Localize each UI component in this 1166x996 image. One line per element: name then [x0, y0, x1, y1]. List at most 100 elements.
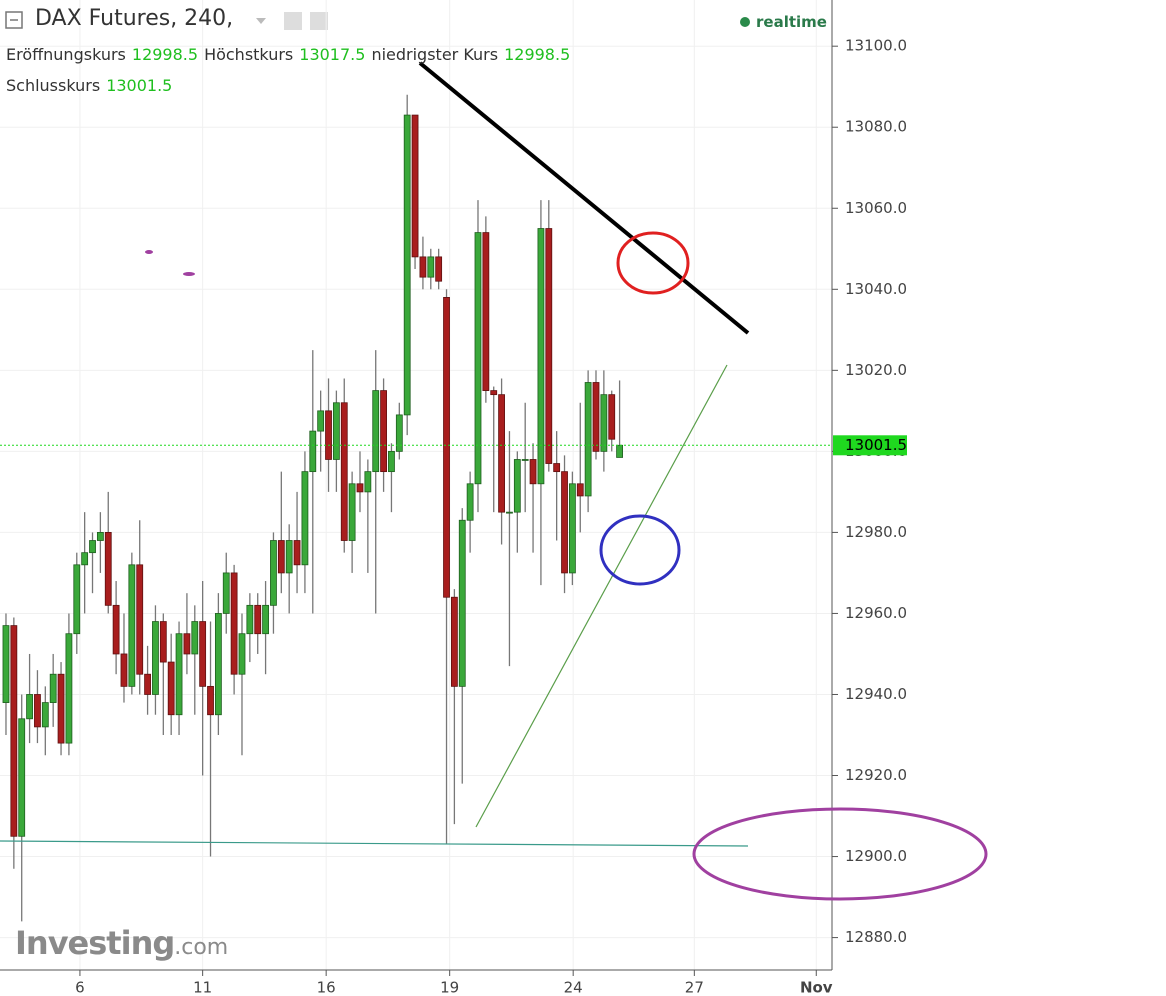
candle-body [427, 256, 435, 278]
candle-body [395, 414, 403, 452]
candle-body [199, 621, 207, 687]
y-tick-label: 13080.0 [845, 118, 907, 136]
candle-body [152, 621, 159, 695]
x-tick-label: 19 [440, 979, 459, 996]
legend-value: 12998.5 [504, 45, 571, 64]
candle-body [10, 625, 18, 837]
candle-body [159, 621, 167, 663]
candle-body [561, 471, 568, 574]
legend-label: Schlusskurs [6, 76, 101, 95]
legend-value: 13001.5 [106, 76, 173, 95]
gear-icon[interactable] [310, 12, 328, 30]
candle-body [608, 394, 616, 440]
candle-body [380, 390, 387, 473]
candle-body [183, 633, 191, 655]
candle-body [262, 604, 269, 635]
candle-body [482, 232, 490, 391]
realtime-status: realtime [740, 13, 827, 31]
collapse-icon[interactable] [5, 11, 23, 29]
candle-body [364, 471, 372, 493]
candle-body [41, 702, 49, 728]
x-tick-label: 27 [685, 979, 704, 996]
y-tick-label: 12880.0 [845, 928, 907, 946]
candle-body [73, 564, 81, 635]
candle-body [175, 633, 183, 716]
candle-body [120, 653, 128, 687]
candle-body [506, 511, 513, 514]
candle-body [191, 621, 199, 655]
candle-body [167, 661, 175, 716]
settings-icon[interactable] [284, 12, 302, 30]
candle-body [348, 483, 356, 541]
y-tick-label: 13040.0 [845, 280, 907, 298]
last-price-label: 13001.5 [845, 436, 907, 454]
candle-body [600, 394, 608, 452]
y-tick-label: 12920.0 [845, 766, 907, 784]
legend-value: 13017.5 [299, 45, 366, 64]
candle-body [592, 382, 600, 452]
candle-body [419, 256, 427, 278]
ohlc-legend: Eröffnungskurs 12998.5 Höchstkurs 13017.5 ni… [6, 45, 576, 64]
candle-body [332, 402, 340, 460]
candle-body [372, 390, 380, 473]
candle-body [104, 532, 112, 606]
candle-body [214, 613, 222, 716]
candle-body [490, 390, 498, 396]
candle-body [49, 673, 57, 703]
candle-body [521, 459, 529, 461]
candle-body [144, 673, 151, 695]
candle-body [388, 450, 395, 473]
last-price-box [833, 435, 907, 456]
candle-body [26, 694, 33, 720]
candle-body [553, 463, 561, 473]
candle-body [466, 483, 474, 521]
candle-body [450, 596, 458, 687]
trend-line [418, 61, 750, 335]
x-tick-label: 16 [317, 979, 336, 996]
candle-body [576, 483, 584, 497]
candle-body [238, 633, 246, 675]
candle-body [616, 444, 623, 458]
candle-body [112, 604, 120, 655]
candle-body [545, 228, 553, 464]
candle-body [529, 459, 537, 485]
candle-body [57, 673, 65, 744]
y-tick-label: 13100.0 [845, 37, 907, 55]
legend-label: niedrigster Kurs [371, 45, 499, 64]
y-tick-label: 12960.0 [845, 604, 907, 622]
x-tick-label: 24 [564, 979, 583, 996]
watermark-suffix: .com [174, 935, 229, 960]
candle-body [81, 552, 89, 566]
watermark-text: Investing [15, 924, 175, 962]
x-tick-label: 11 [193, 979, 212, 996]
legend-label: Höchstkurs [204, 45, 294, 64]
watermark: Investing.com [15, 924, 228, 962]
chart-title: DAX Futures, 240, [35, 6, 234, 31]
support-line [0, 840, 749, 847]
candle-body [340, 402, 348, 541]
candle-body [537, 228, 545, 485]
dropdown-arrow[interactable] [256, 18, 266, 24]
candle-body [2, 625, 10, 703]
candle-body [301, 471, 309, 566]
candle-body [309, 430, 317, 473]
candle-body [254, 604, 262, 635]
y-tick-label: 12980.0 [845, 523, 907, 541]
candle-body [293, 540, 301, 566]
candle-body [443, 297, 450, 598]
y-tick-label: 13020.0 [845, 361, 907, 379]
candle-body [317, 410, 325, 432]
candle-body [411, 114, 419, 258]
candle-body [65, 633, 73, 744]
candle-body [325, 410, 332, 460]
candle-body [474, 232, 482, 485]
candle-body [136, 564, 144, 675]
legend-value: 12998.5 [131, 45, 199, 64]
candle-body [207, 685, 214, 716]
candle-body [435, 256, 443, 282]
candle-body [458, 519, 466, 687]
y-tick-label: 13060.0 [845, 199, 907, 217]
candle-body [222, 572, 230, 614]
